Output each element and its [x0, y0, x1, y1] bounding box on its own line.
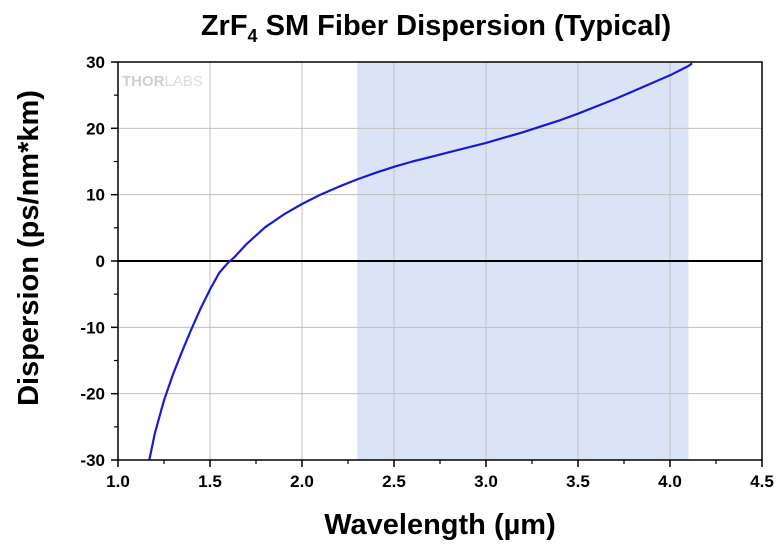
thorlabs-watermark: THORLABS [122, 73, 203, 90]
x-tick-label: 4.0 [658, 472, 682, 491]
watermark-labs: LABS [165, 73, 203, 90]
watermark-thor: THOR [122, 73, 165, 90]
x-axis-title: Wavelength (µm) [324, 509, 556, 541]
y-tick-label: -20 [80, 385, 105, 404]
x-tick-label: 2.0 [290, 472, 314, 491]
x-tick-label: 4.5 [750, 472, 774, 491]
y-tick-label: 30 [86, 53, 105, 72]
plot-area: THORLABS 1.0 1.5 2.0 2.5 3.0 3.5 4.0 4.5 -30 -20 -1… [80, 53, 773, 491]
y-tick-label: -10 [80, 318, 105, 337]
y-tick-label: 20 [86, 119, 105, 138]
y-tick-label: -30 [80, 451, 105, 470]
y-tick-label: 0 [96, 252, 105, 271]
x-tick-label: 2.5 [382, 472, 406, 491]
x-tick-label: 1.0 [106, 472, 130, 491]
x-tick-label: 3.0 [474, 472, 498, 491]
chart-title-subscript: 4 [248, 26, 258, 46]
x-tick-label: 3.5 [566, 472, 590, 491]
chart-title-prefix: ZrF [201, 10, 248, 42]
y-axis-title: Dispersion (ps/nm*km) [13, 90, 45, 406]
x-tick-label: 1.5 [198, 472, 222, 491]
chart-title: ZrF4 SM Fiber Dispersion (Typical) [201, 10, 671, 46]
chart-title-suffix: SM Fiber Dispersion (Typical) [258, 10, 672, 42]
y-tick-label: 10 [86, 186, 105, 205]
dispersion-line [148, 62, 693, 461]
